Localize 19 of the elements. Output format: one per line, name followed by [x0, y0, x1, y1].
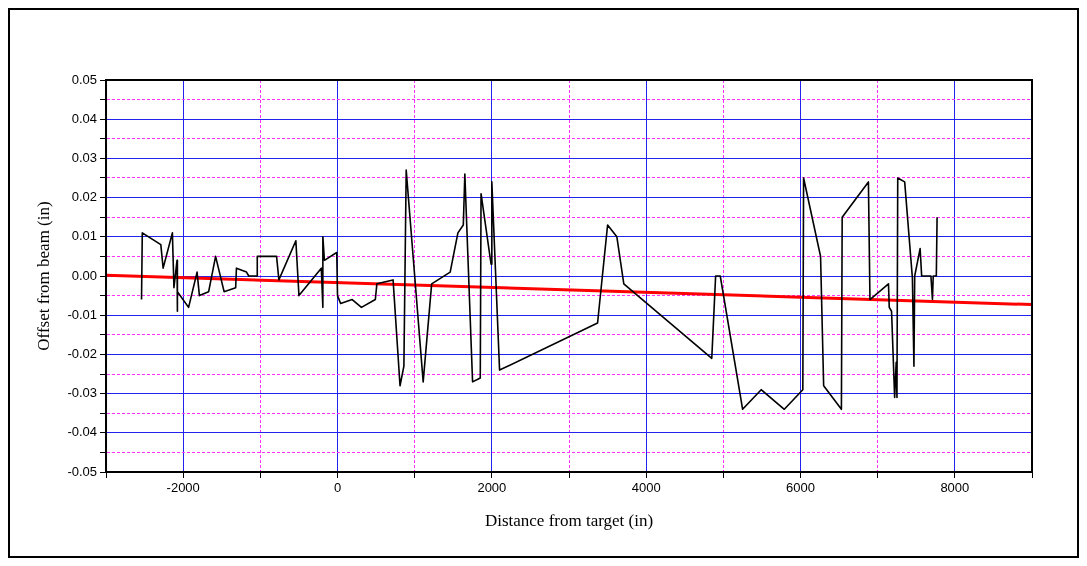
y-tick-label: 0.03	[71, 149, 98, 165]
x-tick-label: 0	[333, 480, 342, 496]
y-tick-label: 0.00	[71, 267, 98, 283]
x-tick-label: -2000	[166, 480, 200, 496]
y-axis-title: Offset from beam (in)	[33, 201, 53, 351]
x-tick-label: 8000	[940, 480, 970, 496]
y-tick-label: 0.01	[71, 228, 98, 244]
x-tick-label: 2000	[477, 480, 507, 496]
y-tick-label: 0.02	[71, 189, 98, 205]
y-tick-label: 0.05	[71, 71, 98, 87]
y-tick-label: -0.04	[67, 424, 98, 440]
x-tick-label: 6000	[786, 480, 815, 496]
y-tick-label: -0.03	[67, 385, 98, 401]
y-tick-label: -0.02	[67, 345, 98, 361]
x-tick-label: 4000	[631, 480, 661, 496]
y-tick-label: 0.04	[71, 110, 98, 126]
y-tick-label: -0.05	[67, 463, 98, 479]
x-axis-title: Distance from target (in)	[484, 511, 654, 531]
y-tick-label: -0.01	[67, 306, 98, 322]
